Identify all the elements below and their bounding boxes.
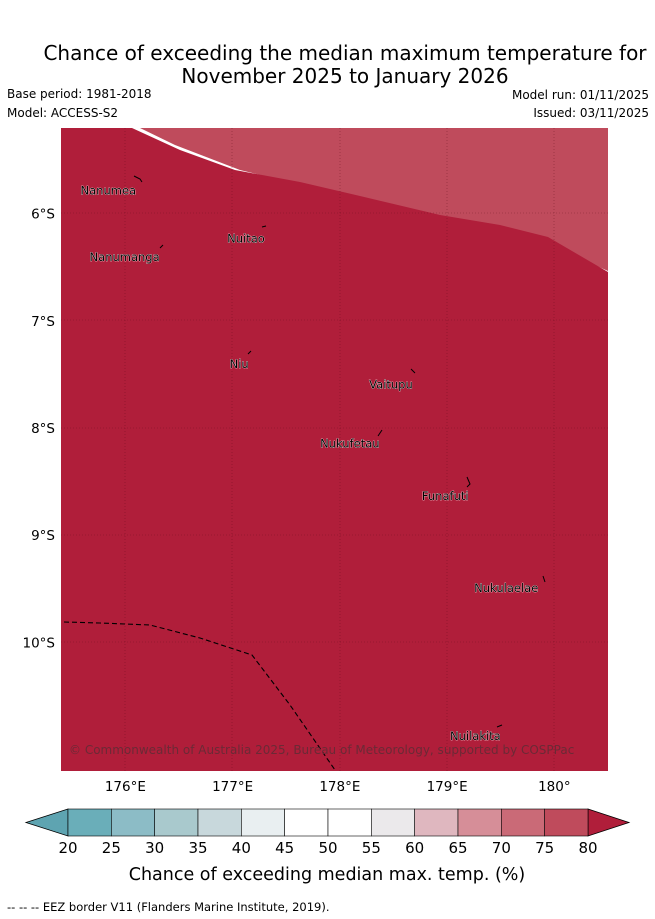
colorbar-tick-label: 75 — [535, 839, 554, 857]
y-tick-label: 8°S — [31, 421, 55, 437]
place-label-nukulaelae: Nukulaelae — [474, 581, 538, 595]
model-name: Model: ACCESS-S2 — [7, 106, 119, 120]
forecast-map: Nanumea Nuitao Nanumanga Niu Vaitupu Nukufeta… — [23, 128, 631, 885]
colorbar-tick-label: 50 — [318, 839, 337, 857]
colorbar-tick-label: 20 — [58, 839, 77, 857]
colorbar-tick-label: 55 — [362, 839, 381, 857]
x-tick-label: 180° — [538, 779, 571, 795]
gridlines — [61, 128, 608, 771]
copyright-credit: © Commonwealth of Australia 2025, Bureau… — [69, 743, 574, 757]
map-title-line1: Chance of exceeding the median maximum t… — [43, 41, 647, 65]
island-shapes — [133, 175, 546, 728]
colorbar-title: Chance of exceeding median max. temp. (%… — [129, 865, 526, 885]
map-title-line2: November 2025 to January 2026 — [181, 64, 509, 88]
colorbar-segment — [197, 808, 242, 837]
colorbar-low-extension — [24, 808, 69, 837]
place-label-niu: Niu — [230, 357, 249, 371]
place-label-nanumea: Nanumea — [81, 183, 137, 197]
x-tick-label: 177°E — [212, 779, 253, 795]
base-period: Base period: 1981-2018 — [7, 87, 152, 101]
colorbar-segment — [414, 808, 459, 837]
place-label-nukufetau: Nukufetau — [320, 436, 379, 450]
x-tick-label: 179°E — [427, 779, 468, 795]
y-tick-label: 7°S — [31, 314, 55, 330]
y-axis-ticks: 6°S 7°S 8°S 9°S 10°S — [23, 207, 56, 652]
colorbar-segment — [457, 808, 502, 837]
place-label-nuilakita: Nuilakita — [450, 729, 501, 743]
colorbar-segment — [327, 808, 372, 837]
eez-border — [63, 621, 336, 771]
colorbar-tick-label: 30 — [145, 839, 164, 857]
x-tick-label: 178°E — [319, 779, 360, 795]
colorbar-tick-label: 80 — [578, 839, 597, 857]
place-labels: Nanumea Nuitao Nanumanga Niu Vaitupu Nukufeta… — [80, 183, 538, 743]
colorbar-segment — [501, 808, 545, 837]
model-run: Model run: 01/11/2025 — [511, 88, 649, 102]
issued-date: Issued: 03/11/2025 — [533, 106, 649, 120]
colorbar-high-extension — [587, 808, 631, 837]
colorbar-tick-label: 60 — [405, 839, 424, 857]
contour-band-80 — [61, 128, 608, 771]
y-tick-label: 9°S — [31, 528, 55, 544]
colorbar-tick-label: 70 — [492, 839, 511, 857]
colorbar-segment — [67, 808, 112, 837]
colorbar: 20 25 30 35 40 45 50 55 60 65 70 75 80 — [24, 808, 631, 857]
colorbar-segment — [544, 808, 589, 837]
y-tick-label: 10°S — [23, 635, 56, 651]
place-label-vaitupu: Vaitupu — [369, 377, 413, 391]
colorbar-tick-label: 45 — [275, 839, 294, 857]
colorbar-tick-label: 35 — [188, 839, 207, 857]
colorbar-tick-label: 65 — [448, 839, 467, 857]
x-axis-ticks: 176°E 177°E 178°E 179°E 180° — [105, 779, 571, 795]
place-label-funafuti: Funafuti — [422, 489, 469, 503]
x-tick-label: 176°E — [105, 779, 146, 795]
colorbar-tick-label: 40 — [232, 839, 251, 857]
colorbar-tick-label: 25 — [102, 839, 121, 857]
colorbar-segment — [371, 808, 415, 837]
colorbar-segment — [154, 808, 199, 837]
place-label-nuitao: Nuitao — [227, 232, 265, 246]
colorbar-segment — [111, 808, 155, 837]
y-tick-label: 6°S — [31, 207, 55, 223]
colorbar-segment — [284, 808, 329, 837]
colorbar-segment — [241, 808, 285, 837]
footer-note: -- -- -- EEZ border V11 (Flanders Marine… — [7, 900, 330, 914]
place-label-nanumanga: Nanumanga — [90, 250, 160, 264]
